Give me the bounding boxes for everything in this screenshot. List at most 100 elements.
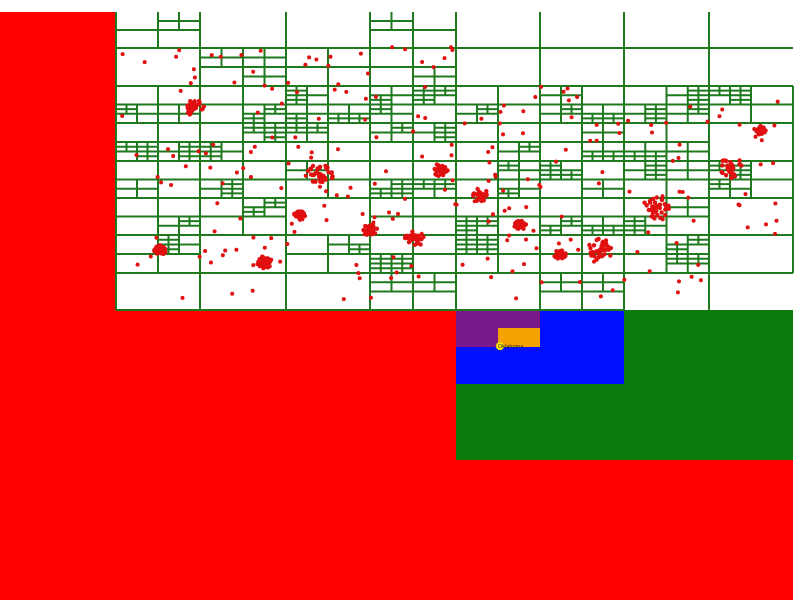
data-point: [286, 80, 291, 85]
data-point: [479, 116, 484, 121]
data-point: [762, 130, 767, 135]
data-point: [561, 254, 566, 259]
data-point: [556, 241, 561, 246]
data-point: [440, 163, 445, 169]
data-point: [334, 193, 339, 198]
data-point: [391, 255, 396, 260]
data-point: [248, 150, 253, 154]
data-point: [363, 117, 368, 122]
data-point: [626, 118, 631, 123]
data-point: [443, 187, 447, 192]
data-point: [423, 116, 428, 120]
data-point: [730, 172, 735, 177]
data-point: [449, 142, 454, 147]
data-point: [345, 194, 350, 199]
data-point: [294, 214, 299, 219]
data-point: [371, 220, 376, 225]
data-point: [189, 106, 194, 112]
data-point: [363, 96, 368, 101]
data-point: [357, 276, 362, 281]
data-point: [475, 196, 481, 201]
data-point: [758, 162, 763, 167]
data-point: [501, 188, 506, 193]
data-point: [539, 280, 544, 285]
data-point: [719, 170, 724, 175]
data-point: [539, 84, 544, 89]
data-point: [498, 109, 503, 114]
data-point: [301, 211, 306, 216]
data-point: [356, 271, 361, 276]
data-point: [297, 217, 303, 222]
data-point: [234, 247, 239, 252]
data-point: [617, 131, 622, 135]
data-point: [513, 221, 518, 226]
data-point: [372, 215, 377, 220]
data-point: [538, 185, 543, 189]
data-point: [462, 121, 467, 126]
query-point[interactable]: Oklahoma: [495, 341, 523, 351]
data-point: [209, 53, 214, 58]
data-point: [295, 90, 299, 95]
data-point: [759, 138, 764, 143]
data-point: [326, 63, 331, 68]
data-point: [725, 166, 730, 171]
data-point: [158, 247, 163, 252]
data-point: [384, 169, 388, 174]
data-point: [396, 211, 400, 216]
data-point: [720, 107, 725, 112]
level-red-region: [0, 12, 793, 600]
quadtree-grid: [115, 12, 794, 311]
data-point: [403, 47, 408, 52]
data-point: [606, 247, 611, 252]
data-point: [646, 230, 651, 235]
data-point: [189, 103, 195, 109]
data-point: [436, 163, 441, 168]
data-point: [490, 145, 495, 150]
data-point: [403, 196, 407, 201]
data-point: [650, 214, 656, 219]
data-point: [197, 99, 202, 105]
data-point: [270, 86, 275, 91]
data-point: [180, 295, 185, 300]
data-point: [220, 181, 225, 186]
data-point: [183, 164, 188, 169]
data-point: [489, 275, 494, 280]
data-point: [591, 243, 597, 248]
data-point: [610, 288, 615, 293]
data-point: [279, 186, 284, 191]
data-point: [412, 242, 418, 247]
data-point: [724, 158, 729, 164]
data-point: [587, 242, 592, 248]
data-point: [660, 217, 665, 222]
data-point: [481, 193, 487, 199]
data-point: [188, 99, 193, 104]
data-point: [174, 54, 179, 59]
data-point: [252, 144, 257, 149]
data-point: [420, 60, 425, 64]
data-point: [517, 221, 522, 227]
data-point: [250, 288, 255, 293]
data-point: [659, 210, 664, 215]
data-point: [514, 296, 519, 301]
data-point: [307, 55, 312, 60]
data-point: [285, 242, 290, 246]
data-point: [594, 122, 599, 127]
data-point: [534, 246, 539, 251]
data-point: [265, 265, 271, 270]
data-point: [521, 109, 526, 114]
data-point: [367, 228, 372, 234]
data-point: [158, 243, 163, 248]
query-point-icon[interactable]: [495, 341, 505, 351]
data-point: [757, 125, 762, 131]
data-point: [635, 250, 640, 254]
data-point: [154, 235, 159, 240]
data-point: [120, 114, 125, 118]
data-point: [423, 85, 428, 89]
data-point: [592, 254, 597, 259]
data-point: [230, 291, 235, 296]
data-point: [596, 236, 601, 242]
data-point: [689, 274, 694, 279]
data-point: [575, 95, 580, 99]
data-point: [445, 168, 450, 173]
data-point: [324, 166, 329, 171]
